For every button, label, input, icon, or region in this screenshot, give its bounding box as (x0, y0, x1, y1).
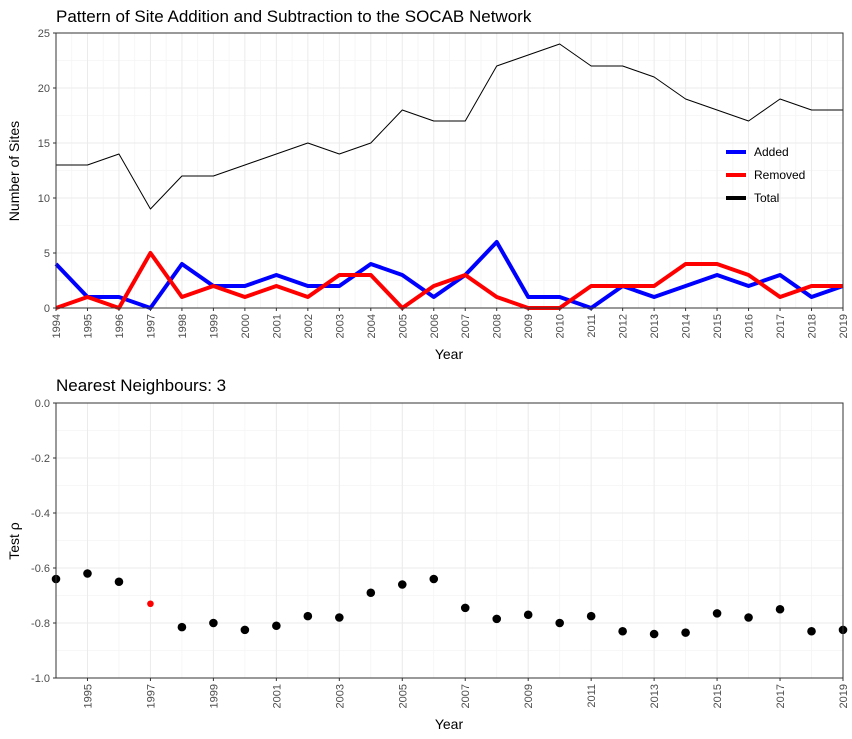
chart2-x-tick-label: 2017 (775, 684, 787, 708)
chart1-y-tick-label: 20 (38, 83, 50, 95)
chart1-x-tick-label: 1995 (82, 314, 94, 338)
chart1-y-axis-title: Number of Sites (6, 121, 22, 221)
chart1-legend: Added Removed Total (726, 145, 805, 205)
chart1-x-tick-label: 2012 (618, 314, 630, 338)
chart2-y-tick-label: -0.6 (31, 563, 50, 575)
chart1-x-tick-label: 2001 (271, 314, 283, 338)
chart1-y-tick-label: 5 (44, 248, 50, 260)
data-point (429, 574, 439, 584)
chart2-x-tick-label: 2009 (523, 684, 535, 708)
chart1-x-tick-label: 1994 (51, 314, 63, 338)
chart1-panel-border (55, 32, 844, 309)
chart2-x-tick-label: 1995 (82, 684, 94, 708)
chart2-panel-border (55, 402, 844, 679)
chart2-x-axis-title: Year (435, 716, 464, 732)
chart1-x-tick-label: 2009 (523, 314, 535, 338)
data-point (83, 569, 92, 578)
chart1-y-tick-label: 25 (38, 28, 50, 40)
series-line-added (54, 240, 844, 310)
data-point (649, 629, 659, 639)
data-point (460, 603, 470, 613)
chart1-x-tick-label: 2011 (586, 314, 598, 338)
data-point (807, 626, 816, 636)
data-point (492, 614, 502, 624)
chart2-x-tick-label: 2013 (649, 684, 661, 708)
chart2-x-tick-label: 2019 (838, 684, 850, 708)
chart1-x-tick-label: 2008 (492, 314, 504, 338)
chart2-y-tick-label: -0.4 (31, 508, 50, 520)
chart2-x-tick-label: 2001 (271, 684, 283, 708)
chart2-x-tick-label: 2007 (460, 684, 472, 708)
chart1-y-tick-label: 0 (44, 303, 50, 315)
chart2-y-tick-label: -1.0 (31, 673, 50, 685)
chart1-x-tick-label: 1998 (177, 314, 189, 338)
chart-site-changes: Pattern of Site Addition and Subtraction… (6, 7, 850, 362)
chart1-x-tick-label: 1996 (114, 314, 126, 338)
data-point (335, 613, 344, 622)
data-point (240, 625, 250, 635)
data-point (555, 618, 564, 628)
data-point (303, 611, 313, 621)
chart1-y-tick-label: 15 (38, 138, 50, 150)
chart1-title: Pattern of Site Addition and Subtraction… (56, 7, 532, 26)
chart1-x-tick-label: 1999 (208, 314, 220, 338)
data-point (586, 611, 596, 621)
chart1-x-tick-label: 2019 (838, 314, 850, 338)
chart2-y-tick-label: -0.2 (31, 453, 50, 465)
chart1-x-axis-title: Year (435, 346, 464, 362)
chart1-y-tick-label: 10 (38, 193, 50, 205)
chart1-x-tick-label: 2015 (712, 314, 724, 338)
series-line-total (56, 43, 843, 210)
chart2-x-tick-label: 2015 (712, 684, 724, 708)
chart1-series (54, 43, 844, 310)
data-point (397, 580, 407, 589)
chart1-x-tick-label: 2006 (429, 314, 441, 338)
chart2-title: Nearest Neighbours: 3 (56, 376, 226, 395)
chart2-points (51, 569, 848, 639)
chart2-y-tick-label: 0.0 (35, 398, 50, 410)
chart1-x-tick-label: 2002 (303, 314, 315, 338)
legend-label-added: Added (754, 145, 789, 159)
data-point (114, 577, 124, 587)
chart1-x-tick-label: 2007 (460, 314, 472, 338)
chart1-x-tick-label: 2004 (366, 314, 378, 338)
data-point (366, 588, 376, 598)
chart2-gridlines (55, 402, 844, 679)
chart2-x-tick-label: 1997 (145, 684, 157, 708)
legend-label-removed: Removed (754, 168, 805, 182)
chart1-x-tick-label: 2003 (334, 314, 346, 338)
chart1-x-tick-label: 2018 (807, 314, 819, 338)
data-point (744, 613, 753, 622)
data-point (209, 618, 218, 628)
chart2-x-tick-label: 2003 (334, 684, 346, 708)
legend-label-total: Total (754, 191, 779, 205)
data-point (712, 609, 722, 618)
chart1-axes: 0 5 10 15 20 25 1994 1995 1996 1997 1998 1999 2000 20… (38, 28, 850, 338)
series-line-removed (55, 251, 843, 310)
data-point (177, 622, 187, 632)
chart1-x-tick-label: 2017 (775, 314, 787, 338)
chart1-x-tick-label: 2010 (555, 314, 567, 338)
chart-nearest-neighbours: Nearest Neighbours: 3 0.0 -0.2 -0.4 -0.6 -0.… (6, 376, 850, 732)
data-point (272, 621, 281, 631)
data-point (618, 626, 627, 636)
chart1-x-tick-label: 1997 (145, 314, 157, 338)
chart1-x-tick-label: 2016 (744, 314, 756, 338)
data-point (523, 610, 533, 620)
chart2-x-tick-label: 1999 (208, 684, 220, 708)
data-point (775, 604, 785, 614)
data-point (681, 628, 690, 637)
chart1-x-tick-label: 2014 (681, 314, 693, 338)
chart2-axes: 0.0 -0.2 -0.4 -0.6 -0.8 -1.0 1995 1997 1999 2001 2… (31, 398, 850, 708)
chart1-x-tick-label: 2013 (649, 314, 661, 338)
chart1-x-tick-label: 2005 (397, 314, 409, 338)
chart1-x-tick-label: 2000 (240, 314, 252, 338)
chart2-y-tick-label: -0.8 (31, 618, 50, 630)
chart2-x-tick-label: 2005 (397, 684, 409, 708)
chart2-y-axis-title: Test ρ (6, 522, 22, 560)
chart2-x-tick-label: 2011 (586, 684, 598, 708)
data-point-highlight (147, 600, 154, 608)
